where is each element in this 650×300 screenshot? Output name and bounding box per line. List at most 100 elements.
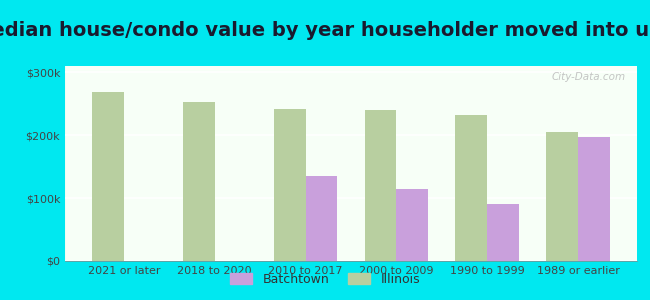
Bar [61, 66, 136, 261]
Bar [66, 66, 554, 261]
Bar [63, 66, 299, 261]
Bar [65, 66, 491, 261]
Bar [64, 66, 432, 261]
Bar [60, 66, 90, 261]
Bar [63, 66, 357, 261]
Bar [66, 66, 642, 261]
Bar [64, 66, 392, 261]
Bar [64, 66, 398, 261]
Bar [62, 66, 217, 261]
Bar [65, 66, 519, 261]
Bar [64, 66, 409, 261]
Text: City-Data.com: City-Data.com [551, 72, 625, 82]
Bar [64, 66, 479, 261]
Bar [66, 66, 560, 261]
Bar [61, 66, 101, 261]
Bar [306, 176, 337, 261]
Bar [62, 66, 200, 261]
Bar [62, 66, 241, 261]
Bar [65, 66, 496, 261]
Bar [66, 66, 606, 261]
Bar [64, 66, 456, 261]
Bar [62, 66, 258, 261]
Bar [64, 66, 426, 261]
Bar [546, 132, 578, 261]
Bar [61, 66, 153, 261]
Bar [65, 66, 502, 261]
Bar [64, 66, 369, 261]
Bar [65, 66, 514, 261]
Bar [64, 66, 450, 261]
Bar [62, 66, 171, 261]
Bar [365, 110, 396, 261]
Bar [61, 66, 118, 261]
Bar [63, 66, 333, 261]
Bar [488, 204, 519, 261]
Bar [63, 66, 316, 261]
Bar [578, 137, 610, 261]
Bar [62, 66, 281, 261]
Bar [183, 103, 214, 261]
Bar [64, 66, 374, 261]
Bar [65, 66, 508, 261]
Bar [62, 66, 264, 261]
Bar [63, 66, 310, 261]
Text: Median house/condo value by year householder moved into unit: Median house/condo value by year househo… [0, 21, 650, 40]
Bar [274, 109, 305, 261]
Bar [64, 66, 444, 261]
Legend: Batchtown, Illinois: Batchtown, Illinois [225, 268, 425, 291]
Bar [64, 66, 467, 261]
Bar [66, 66, 595, 261]
Bar [64, 66, 421, 261]
Bar [61, 66, 124, 261]
Bar [62, 66, 229, 261]
Bar [62, 66, 252, 261]
Bar [62, 66, 235, 261]
Bar [65, 66, 549, 261]
Bar [65, 66, 531, 261]
Bar [63, 66, 304, 261]
Bar [60, 66, 84, 261]
Bar [60, 66, 66, 261]
Bar [66, 66, 572, 261]
Bar [61, 66, 148, 261]
Bar [61, 66, 112, 261]
Bar [63, 66, 293, 261]
Bar [63, 66, 328, 261]
Bar [66, 66, 601, 261]
Bar [65, 66, 543, 261]
Bar [64, 66, 473, 261]
Bar [65, 66, 537, 261]
Bar [62, 66, 188, 261]
Bar [64, 66, 403, 261]
Bar [65, 66, 525, 261]
Bar [61, 66, 159, 261]
Bar [92, 92, 124, 261]
Bar [66, 66, 624, 261]
Bar [62, 66, 206, 261]
Bar [62, 66, 287, 261]
Bar [62, 66, 194, 261]
Bar [64, 66, 485, 261]
Bar [63, 66, 345, 261]
Bar [61, 66, 142, 261]
Bar [62, 66, 177, 261]
Bar [64, 66, 386, 261]
Bar [61, 66, 130, 261]
Bar [66, 66, 612, 261]
Bar [62, 66, 246, 261]
Bar [66, 66, 590, 261]
Bar [62, 66, 183, 261]
Bar [66, 66, 618, 261]
Bar [62, 66, 211, 261]
Bar [456, 115, 488, 261]
Bar [62, 66, 165, 261]
Bar [62, 66, 270, 261]
Bar [64, 66, 462, 261]
Bar [63, 66, 339, 261]
Bar [396, 189, 428, 261]
Bar [66, 66, 636, 261]
Bar [64, 66, 415, 261]
Bar [60, 66, 78, 261]
Bar [60, 66, 72, 261]
